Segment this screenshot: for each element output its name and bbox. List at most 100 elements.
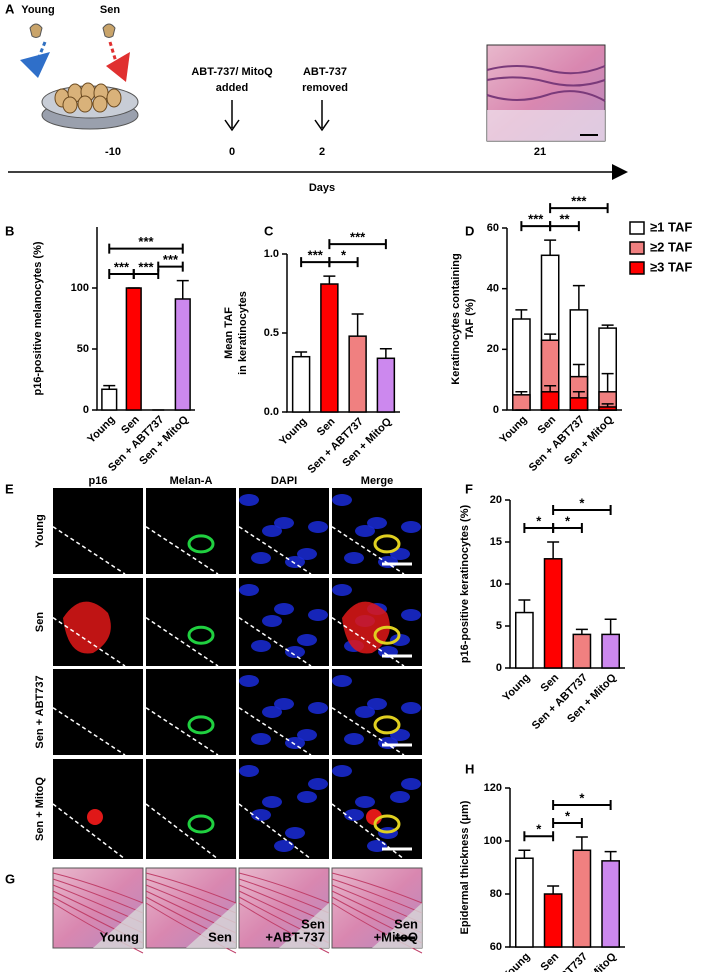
- axis-label: Days: [309, 182, 335, 194]
- column-header: p16: [89, 475, 108, 487]
- significance-bracket: [552, 818, 583, 829]
- bar: [512, 394, 531, 411]
- panel-label: A: [5, 1, 15, 16]
- day-label: 21: [534, 146, 546, 158]
- y-tick-label: 0: [83, 404, 89, 416]
- nucleus: [401, 778, 421, 790]
- tissue-layer: [52, 878, 144, 914]
- error-bar: [601, 372, 614, 392]
- image-label: Sen: [301, 916, 325, 931]
- tissue-edge: [93, 903, 143, 948]
- legend-label: ≥3 TAF: [650, 259, 692, 274]
- bar: [376, 357, 396, 413]
- basement-membrane: [145, 707, 219, 756]
- nucleus: [367, 517, 387, 529]
- image-label: Sen: [208, 929, 232, 944]
- micrograph: [146, 759, 236, 859]
- bar: [572, 633, 592, 669]
- nucleus: [355, 706, 375, 718]
- basement-membrane: [331, 707, 405, 756]
- error-bar: [547, 885, 560, 894]
- micrograph: [146, 669, 236, 755]
- significance-bracket: [328, 257, 359, 268]
- day-label: -10: [105, 146, 121, 158]
- bar: [569, 397, 589, 411]
- y-tick-label: 0.5: [264, 327, 279, 339]
- bar: [174, 298, 191, 411]
- tissue-layer: [238, 878, 330, 914]
- histology-image: [145, 867, 237, 949]
- error-bar: [515, 391, 528, 395]
- x-tick-label: Young: [277, 416, 309, 448]
- error-bar: [351, 313, 364, 337]
- x-tick-label: Sen: [539, 951, 562, 972]
- significance-bracket: [108, 243, 184, 254]
- error-bar: [575, 628, 588, 635]
- error-bar: [295, 351, 308, 357]
- x-tick-label: Young: [500, 951, 532, 972]
- nucleus: [344, 809, 364, 821]
- tissue-layer: [145, 872, 237, 904]
- y-tick-label: 5: [496, 620, 502, 632]
- row-label: Sen + ABT737: [34, 675, 46, 748]
- nucleus: [262, 615, 282, 627]
- x-tick-label: Sen + ABT737: [530, 951, 590, 972]
- tissue-layer: [331, 878, 423, 914]
- y-axis-label: TAF (%): [464, 298, 476, 339]
- y-tick-label: 50: [77, 343, 89, 355]
- basement-membrane: [238, 526, 312, 575]
- bar: [291, 355, 311, 413]
- stain: [373, 814, 401, 834]
- nucleus: [401, 521, 421, 533]
- bar: [543, 893, 563, 948]
- y-tick-label: 20: [490, 494, 502, 506]
- tissue-edge: [279, 903, 329, 948]
- annotation: removed: [302, 82, 348, 94]
- significance-label: ***: [571, 194, 587, 209]
- basement-membrane: [52, 803, 126, 860]
- basement-membrane: [331, 616, 405, 667]
- error-bar: [575, 836, 588, 851]
- y-tick-label: 100: [484, 835, 502, 847]
- micrograph: [53, 759, 143, 859]
- bar: [348, 335, 367, 413]
- significance-label: *: [579, 495, 585, 510]
- bar: [125, 287, 142, 411]
- error-bar: [323, 275, 336, 285]
- nucleus: [308, 521, 328, 533]
- basement-membrane: [52, 616, 126, 667]
- x-tick-label: Sen: [315, 416, 338, 439]
- error-bar: [544, 384, 557, 392]
- stain: [63, 601, 111, 654]
- stain: [373, 625, 401, 645]
- error-bar: [544, 239, 557, 256]
- nucleus: [262, 706, 282, 718]
- error-bar: [103, 384, 116, 390]
- nucleus: [332, 765, 352, 777]
- panel-label: F: [465, 481, 473, 496]
- nucleus: [285, 556, 305, 568]
- nucleus: [274, 603, 294, 615]
- y-axis-label: Epidermal thickness (μm): [459, 800, 471, 934]
- tissue-layer: [238, 872, 330, 904]
- error-bar: [604, 618, 617, 635]
- annotation: ABT-737/ MitoQ: [191, 66, 273, 78]
- nucleus: [239, 765, 259, 777]
- legend-label: ≥1 TAF: [650, 219, 692, 234]
- basement-membrane: [52, 707, 126, 756]
- column-header: Merge: [361, 475, 393, 487]
- nucleus: [390, 791, 410, 803]
- row-label: Sen + MitoQ: [34, 777, 46, 841]
- significance-bracket: [552, 523, 583, 533]
- nucleus: [251, 640, 271, 652]
- error-bar: [544, 333, 557, 341]
- bar: [543, 558, 563, 669]
- nucleus: [344, 552, 364, 564]
- bar: [601, 633, 620, 669]
- row-label: Sen: [34, 612, 46, 632]
- stain: [373, 534, 401, 554]
- nucleus: [344, 733, 364, 745]
- x-tick-label: Sen: [536, 414, 559, 437]
- error-bar: [601, 324, 614, 329]
